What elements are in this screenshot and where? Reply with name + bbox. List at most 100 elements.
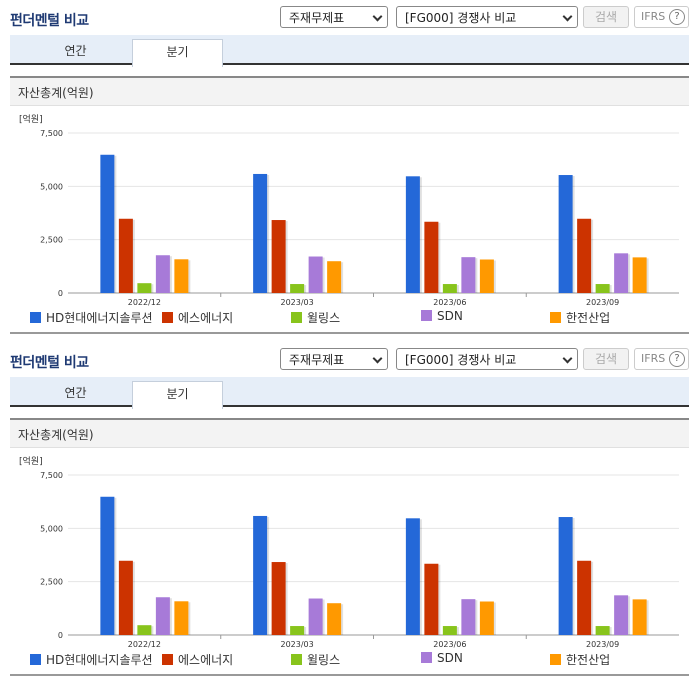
legend-item[interactable]: HD현대에너지솔루션	[30, 309, 153, 326]
legend-label: HD현대에너지솔루션	[46, 653, 153, 667]
legend-item[interactable]: SDN	[421, 309, 463, 323]
bar	[595, 626, 610, 635]
bar	[118, 218, 133, 293]
peer-group-select[interactable]: [FG000] 경쟁사 비교	[396, 348, 578, 370]
legend-label: 윌링스	[307, 311, 341, 325]
tab-quarterly[interactable]: 분기	[132, 381, 223, 409]
chart-legend: HD현대에너지솔루션 에스에너지 윌링스 SDN 한전산업	[0, 309, 696, 325]
legend-label: 윌링스	[307, 653, 341, 667]
bar	[137, 625, 152, 635]
period-tabs: 연간 분기	[10, 377, 689, 409]
y-tick-label: 2,500	[40, 236, 63, 245]
x-tick-label: 2022/12	[128, 298, 161, 307]
legend-item[interactable]: 윌링스	[291, 651, 340, 668]
panel-title: 펀더멘털 비교	[10, 13, 89, 29]
bar	[558, 175, 573, 293]
legend-label: SDN	[437, 309, 463, 323]
unit-label: [억원]	[19, 113, 43, 125]
bar	[155, 597, 170, 635]
tab-annual[interactable]: 연간	[64, 44, 87, 58]
bar	[308, 256, 323, 293]
bar	[479, 259, 494, 293]
search-button[interactable]: 검색	[583, 348, 629, 370]
bar	[461, 257, 476, 293]
bar-chart: [억원] 0 2,500 5,000 7,500 2022/12 2023/03 2023/0…	[0, 452, 696, 652]
legend-swatch	[550, 312, 561, 323]
legend-swatch	[421, 310, 432, 321]
panel-title: 펀더멘털 비교	[10, 355, 89, 371]
peer-group-select[interactable]: [FG000] 경쟁사 비교	[396, 6, 578, 28]
y-tick-label: 2,500	[40, 578, 63, 587]
statement-select[interactable]: 주재무제표	[280, 6, 388, 28]
tab-annual[interactable]: 연간	[64, 386, 87, 400]
bar	[174, 259, 189, 293]
y-tick-label: 5,000	[40, 524, 63, 533]
bar	[424, 221, 439, 293]
bar	[118, 560, 133, 635]
help-icon[interactable]: ?	[669, 9, 685, 25]
bar	[614, 253, 629, 293]
ifrs-button[interactable]: IFRS ?	[634, 6, 689, 28]
bar	[290, 626, 305, 635]
legend-label: 한전산업	[566, 311, 611, 325]
x-tick-label: 2022/12	[128, 640, 161, 649]
x-tick-label: 2023/03	[281, 640, 314, 649]
bar	[632, 257, 647, 293]
x-tick-label: 2023/09	[586, 640, 619, 649]
legend-swatch	[421, 652, 432, 663]
legend-item[interactable]: 한전산업	[550, 309, 610, 326]
legend-label: 에스에너지	[178, 653, 234, 667]
legend-item[interactable]: SDN	[421, 651, 463, 665]
legend-item[interactable]: 윌링스	[291, 309, 340, 326]
peer-group-select-value: [FG000] 경쟁사 비교	[405, 353, 517, 367]
legend-swatch	[30, 654, 41, 665]
bar	[577, 218, 592, 293]
bar	[405, 176, 420, 293]
y-tick-label: 5,000	[40, 182, 63, 191]
legend-item[interactable]: 한전산업	[550, 651, 610, 668]
bar	[174, 601, 189, 635]
bar	[137, 283, 152, 293]
divider	[10, 332, 689, 334]
y-tick-label: 0	[58, 289, 63, 298]
bar	[100, 496, 115, 635]
section-title: 자산총계(억원)	[10, 418, 689, 448]
help-icon[interactable]: ?	[669, 351, 685, 367]
search-button[interactable]: 검색	[583, 6, 629, 28]
legend-item[interactable]: 에스에너지	[162, 309, 233, 326]
bar	[614, 595, 629, 635]
bar	[155, 255, 170, 293]
ifrs-button[interactable]: IFRS ?	[634, 348, 689, 370]
legend-item[interactable]: HD현대에너지솔루션	[30, 651, 153, 668]
bar	[424, 563, 439, 635]
legend-swatch	[291, 312, 302, 323]
statement-select-value: 주재무제표	[289, 11, 345, 25]
statement-select[interactable]: 주재무제표	[280, 348, 388, 370]
fundamental-panel: 펀더멘털 비교 주재무제표 [FG000] 경쟁사 비교 검색 IFRS ? 연…	[0, 6, 696, 334]
legend-label: 에스에너지	[178, 311, 234, 325]
y-tick-label: 7,500	[40, 471, 63, 480]
bar	[290, 284, 305, 293]
bar	[405, 518, 420, 635]
y-tick-label: 7,500	[40, 129, 63, 138]
bar	[558, 517, 573, 635]
legend-label: SDN	[437, 651, 463, 665]
legend-swatch	[162, 654, 173, 665]
legend-label: 한전산업	[566, 653, 611, 667]
bar	[442, 284, 457, 293]
tab-quarterly[interactable]: 분기	[132, 39, 223, 67]
legend-item[interactable]: 에스에너지	[162, 651, 233, 668]
fundamental-panel: 펀더멘털 비교 주재무제표 [FG000] 경쟁사 비교 검색 IFRS ? 연…	[0, 342, 696, 684]
bar	[595, 284, 610, 293]
chart-legend: HD현대에너지솔루션 에스에너지 윌링스 SDN 한전산업	[0, 651, 696, 667]
bar	[271, 220, 286, 293]
bar-chart: [억원] 0 2,500 5,000 7,500 2022/12 2023/03 2023/0…	[0, 110, 696, 310]
chevron-down-icon	[562, 353, 573, 364]
peer-group-select-value: [FG000] 경쟁사 비교	[405, 11, 517, 25]
bar	[327, 603, 342, 635]
bar	[577, 560, 592, 635]
unit-label: [억원]	[19, 455, 43, 467]
legend-swatch	[291, 654, 302, 665]
bar	[327, 261, 342, 293]
legend-swatch	[550, 654, 561, 665]
